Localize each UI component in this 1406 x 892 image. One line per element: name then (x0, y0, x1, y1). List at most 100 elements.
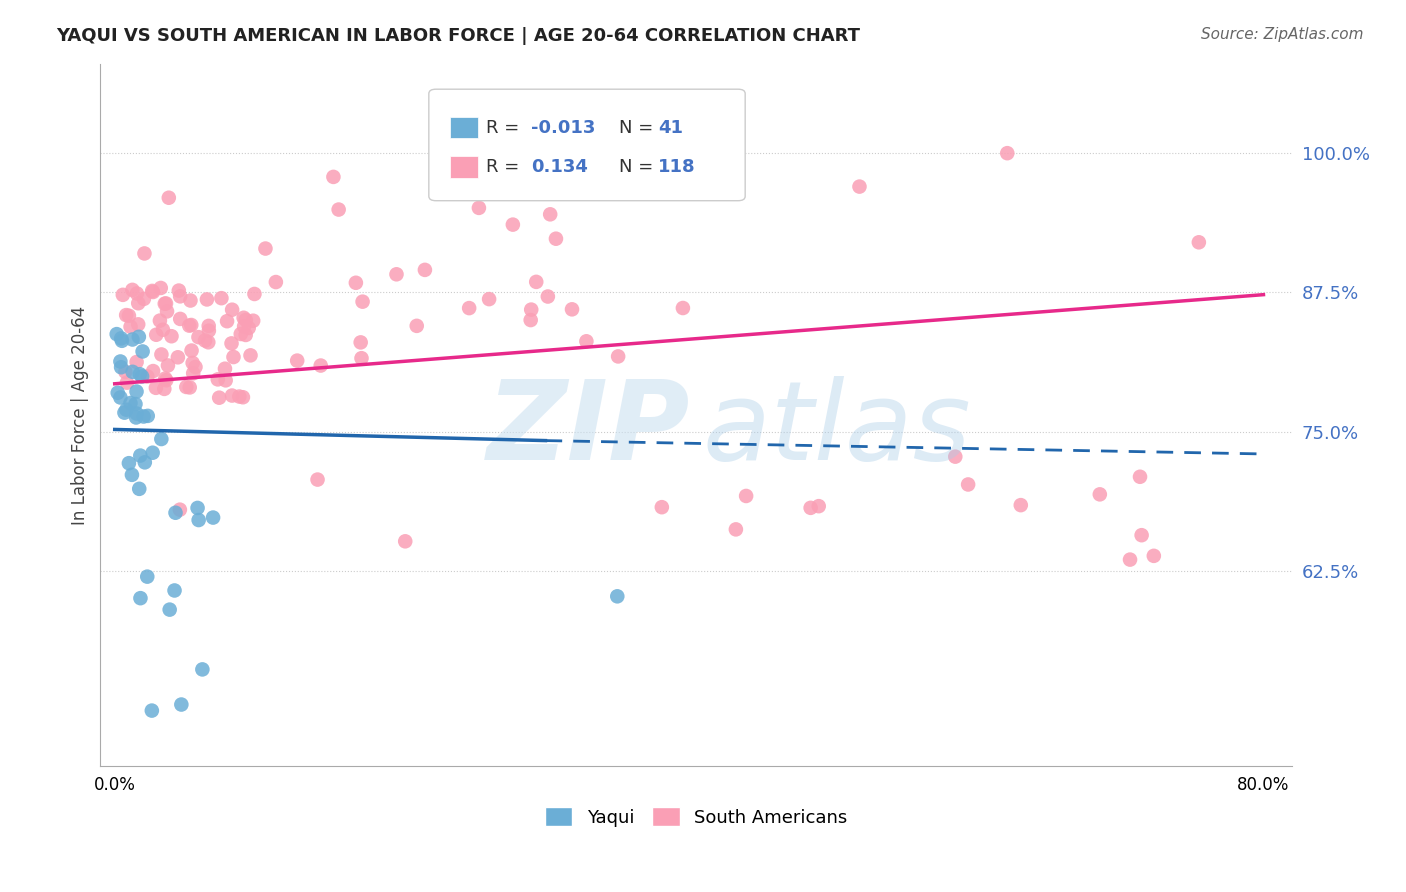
Point (607, 350, 630, 364)
Point (322, 169, 344, 184)
Point (153, 296, 176, 310)
Point (239, 348, 262, 362)
Point (120, 396, 142, 410)
Point (1129, 469, 1152, 483)
Point (807, 499, 830, 513)
Point (264, 275, 287, 289)
Point (180, 343, 202, 358)
Point (118, 309, 141, 323)
Text: -0.013: -0.013 (531, 119, 596, 136)
Text: atlas: atlas (702, 376, 972, 483)
Point (176, 380, 198, 394)
Point (413, 263, 436, 277)
Point (519, 313, 541, 327)
Point (222, 350, 245, 364)
Point (134, 455, 156, 469)
Point (128, 367, 150, 381)
Point (167, 351, 190, 365)
Point (111, 288, 134, 302)
Point (121, 283, 143, 297)
Point (124, 397, 146, 411)
Point (207, 372, 229, 386)
Point (127, 296, 149, 310)
Point (307, 473, 329, 487)
Point (1130, 528, 1153, 542)
Point (110, 331, 132, 345)
Point (943, 450, 966, 464)
Point (159, 602, 181, 616)
Point (184, 359, 207, 374)
Point (128, 482, 150, 496)
Point (132, 409, 155, 424)
Point (170, 698, 193, 712)
Point (197, 318, 219, 333)
Point (120, 319, 142, 334)
Point (229, 326, 252, 341)
Point (149, 313, 172, 327)
Point (181, 366, 204, 380)
Point (242, 314, 264, 328)
Point (561, 302, 583, 317)
Point (115, 308, 138, 322)
Point (127, 318, 149, 332)
Point (107, 385, 129, 400)
Text: ZIP: ZIP (486, 376, 690, 483)
Point (157, 191, 180, 205)
Point (1119, 552, 1142, 566)
Text: N =: N = (619, 119, 658, 136)
Point (114, 406, 136, 420)
Point (344, 276, 367, 290)
Point (202, 510, 225, 524)
Point (114, 365, 136, 379)
Point (179, 293, 201, 308)
Text: Source: ZipAtlas.com: Source: ZipAtlas.com (1201, 27, 1364, 42)
Point (228, 390, 250, 404)
Point (254, 242, 277, 256)
Point (132, 292, 155, 306)
Text: 0.134: 0.134 (531, 158, 588, 176)
Point (350, 351, 373, 366)
Point (538, 207, 561, 221)
Point (221, 336, 243, 351)
Point (524, 275, 547, 289)
Point (221, 302, 243, 317)
Point (115, 402, 138, 417)
Text: R =: R = (486, 158, 526, 176)
Text: 41: 41 (658, 119, 683, 136)
Point (125, 407, 148, 421)
Point (142, 446, 165, 460)
Point (1143, 549, 1166, 563)
Point (118, 456, 141, 470)
Point (575, 334, 598, 349)
Point (957, 477, 980, 491)
Point (142, 285, 165, 299)
Point (238, 321, 260, 335)
Point (214, 361, 236, 376)
Point (156, 304, 179, 318)
Point (169, 312, 191, 326)
Point (221, 388, 243, 402)
Point (724, 522, 747, 536)
Point (458, 301, 481, 315)
Point (131, 344, 153, 359)
Point (181, 356, 204, 370)
Point (121, 467, 143, 482)
Point (215, 314, 238, 328)
Text: YAQUI VS SOUTH AMERICAN IN LABOR FORCE | AGE 20-64 CORRELATION CHART: YAQUI VS SOUTH AMERICAN IN LABOR FORCE |… (56, 27, 860, 45)
Point (232, 390, 254, 404)
Point (155, 296, 177, 310)
Point (134, 246, 156, 260)
Point (1088, 487, 1111, 501)
Point (136, 569, 159, 583)
Point (145, 327, 167, 342)
Point (735, 489, 758, 503)
Point (169, 289, 191, 303)
Point (141, 704, 163, 718)
Point (537, 289, 560, 303)
Point (235, 313, 257, 327)
Point (131, 369, 153, 384)
Point (105, 327, 128, 342)
Point (125, 355, 148, 369)
Point (243, 287, 266, 301)
Point (194, 334, 217, 348)
